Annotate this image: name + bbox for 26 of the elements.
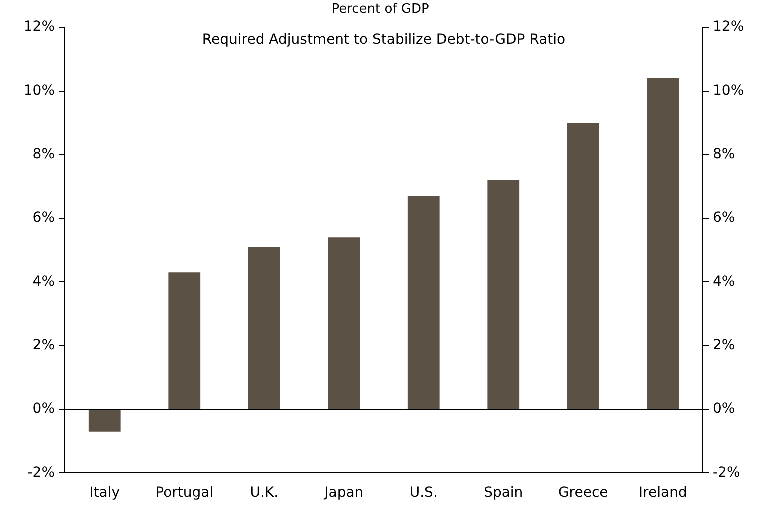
y-tick-label: 8% xyxy=(32,146,55,163)
y-tick-label: 4% xyxy=(32,274,55,290)
y-tick-label: -2% xyxy=(28,464,55,481)
x-tick-label: Portugal xyxy=(156,485,214,502)
y2-tick-label: -2% xyxy=(713,464,740,481)
annotation: Required Adjustment to Stabilize Debt-to-GDP Ratio xyxy=(202,32,566,48)
x-tick-label: Japan xyxy=(324,485,364,502)
x-tick-label: U.S. xyxy=(410,485,438,502)
y-tick-label: 0% xyxy=(32,401,55,418)
y2-tick-label: 6% xyxy=(713,210,736,226)
y2-tick-label: 2% xyxy=(713,338,736,354)
y2-tick-label: 0% xyxy=(713,401,736,418)
x-tick-label: Ireland xyxy=(638,485,688,502)
chart-subtitle: Percent of GDP xyxy=(332,2,430,18)
y2-tick-label: 10% xyxy=(713,82,744,99)
x-tick-label: Greece xyxy=(558,485,608,502)
y-tick-label: 6% xyxy=(32,210,55,226)
y2-tick-label: 8% xyxy=(713,146,736,163)
y2-tick-label: 4% xyxy=(713,274,736,290)
x-tick-label: Italy xyxy=(90,485,120,502)
y2-tick-label: 12% xyxy=(713,19,744,36)
y-tick-label: 10% xyxy=(24,82,55,99)
y-tick-label: 12% xyxy=(24,19,55,36)
y-tick-label: 2% xyxy=(32,338,55,354)
x-tick-label: U.K. xyxy=(250,485,279,502)
x-tick-label: Spain xyxy=(484,485,524,502)
